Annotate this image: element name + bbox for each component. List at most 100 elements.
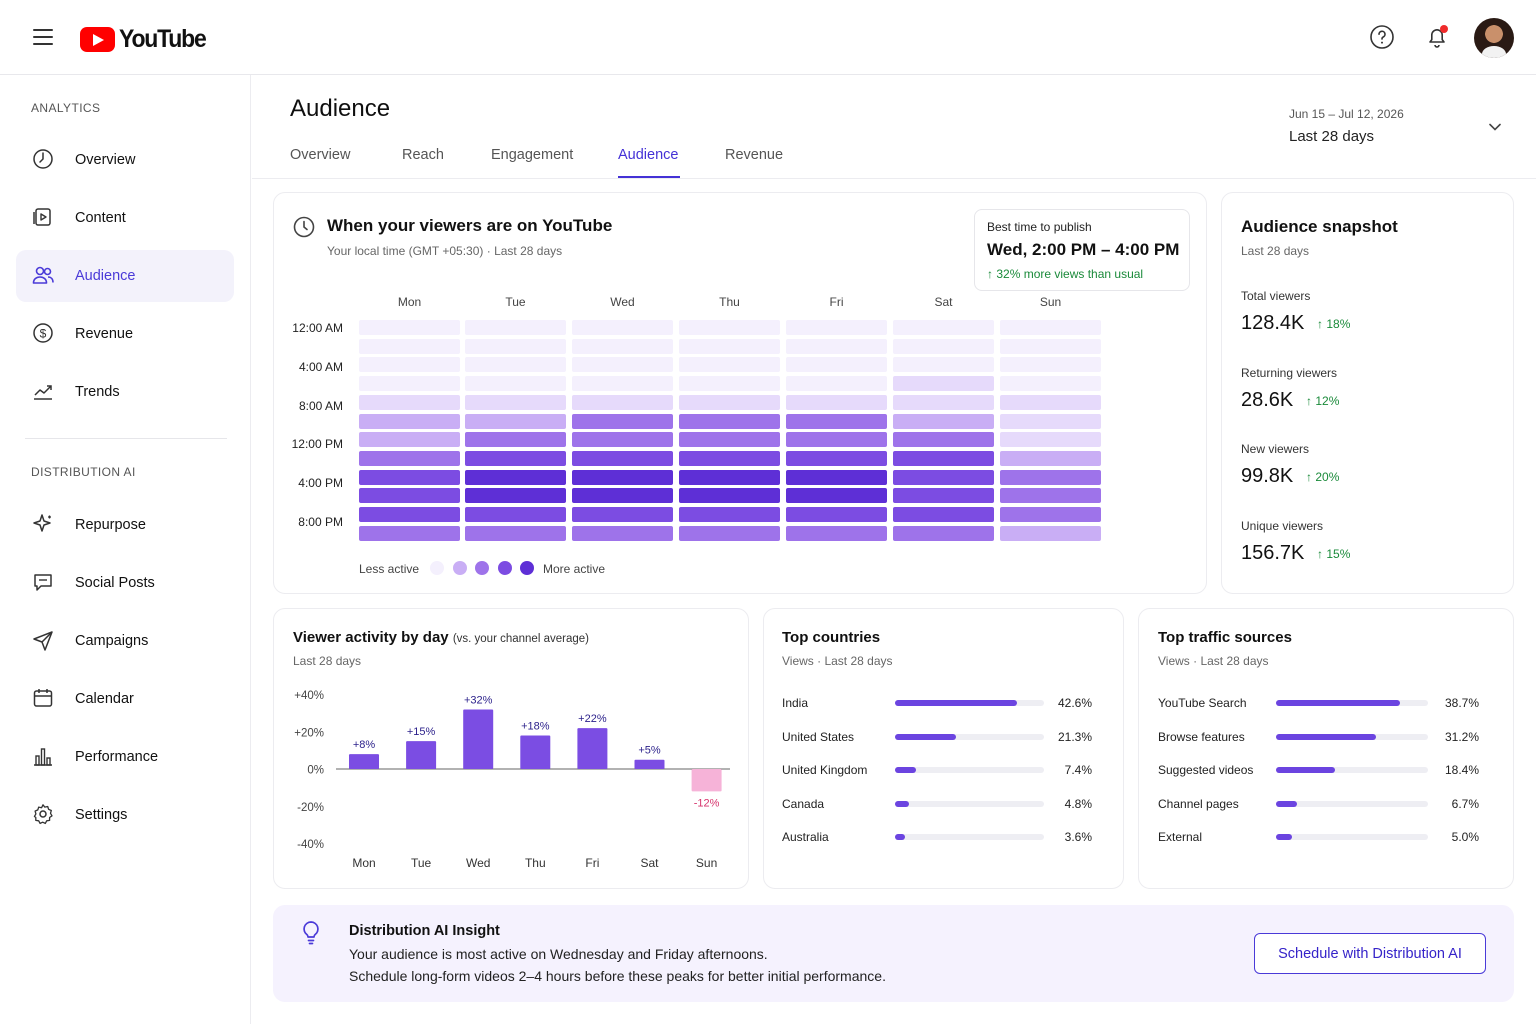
tab-overview[interactable]: Overview — [290, 147, 351, 163]
heatmap-cell[interactable] — [572, 394, 673, 410]
sidebar-item-social-posts[interactable]: Social Posts — [16, 557, 234, 609]
heatmap-cell[interactable] — [359, 394, 460, 410]
heatmap-cell[interactable] — [572, 320, 673, 335]
sidebar-item-revenue[interactable]: $ Revenue — [16, 308, 234, 360]
chevron-down-icon[interactable] — [1488, 120, 1502, 134]
heatmap-cell[interactable] — [359, 507, 460, 522]
sidebar-item-settings[interactable]: Settings — [16, 789, 234, 841]
heatmap-cell[interactable] — [1000, 507, 1101, 522]
date-range[interactable]: Jun 15 – Jul 12, 2026 — [1289, 107, 1404, 121]
heatmap-cell[interactable] — [679, 376, 780, 392]
tab-engagement[interactable]: Engagement — [491, 147, 574, 163]
heatmap-cell[interactable] — [359, 320, 460, 335]
heatmap-cell[interactable] — [679, 413, 780, 429]
heatmap-cell[interactable] — [786, 450, 887, 466]
heatmap-cell[interactable] — [465, 413, 566, 429]
heatmap-cell[interactable] — [1000, 432, 1101, 448]
sidebar-item-content[interactable]: Content — [16, 192, 234, 244]
heatmap-cell[interactable] — [786, 320, 887, 335]
heatmap-cell[interactable] — [359, 488, 460, 504]
heatmap-cell[interactable] — [1000, 450, 1101, 466]
heatmap-cell[interactable] — [572, 357, 673, 373]
schedule-button[interactable]: Schedule with Distribution AI — [1254, 933, 1486, 974]
heatmap-cell[interactable] — [679, 357, 780, 373]
heatmap-cell[interactable] — [465, 507, 566, 522]
heatmap-cell[interactable] — [893, 450, 994, 466]
heatmap-cell[interactable] — [359, 469, 460, 485]
heatmap-cell[interactable] — [359, 413, 460, 429]
heatmap-cell[interactable] — [893, 320, 994, 335]
heatmap-cell[interactable] — [679, 488, 780, 504]
sidebar-item-repurpose[interactable]: Repurpose — [16, 499, 234, 551]
heatmap-cell[interactable] — [359, 450, 460, 466]
heatmap-cell[interactable] — [572, 432, 673, 448]
heatmap-cell[interactable] — [893, 376, 994, 392]
heatmap-cell[interactable] — [679, 469, 780, 485]
heatmap-cell[interactable] — [572, 450, 673, 466]
heatmap-cell[interactable] — [893, 413, 994, 429]
heatmap-cell[interactable] — [359, 432, 460, 448]
sidebar-item-audience[interactable]: Audience — [16, 250, 234, 302]
heatmap-cell[interactable] — [786, 488, 887, 504]
heatmap-cell[interactable] — [1000, 525, 1101, 541]
heatmap-cell[interactable] — [679, 507, 780, 522]
heatmap-cell[interactable] — [893, 469, 994, 485]
heatmap-cell[interactable] — [1000, 338, 1101, 354]
date-preset[interactable]: Last 28 days — [1289, 128, 1375, 145]
heatmap-cell[interactable] — [786, 376, 887, 392]
heatmap-cell[interactable] — [893, 488, 994, 504]
sidebar-item-performance[interactable]: Performance — [16, 731, 234, 783]
heatmap-cell[interactable] — [465, 376, 566, 392]
heatmap-cell[interactable] — [465, 525, 566, 541]
youtube-logo[interactable]: YouTube — [80, 25, 213, 54]
heatmap-cell[interactable] — [359, 525, 460, 541]
heatmap-cell[interactable] — [572, 525, 673, 541]
heatmap-cell[interactable] — [1000, 413, 1101, 429]
tab-audience[interactable]: Audience — [618, 147, 679, 163]
heatmap-cell[interactable] — [465, 338, 566, 354]
heatmap-cell[interactable] — [465, 469, 566, 485]
heatmap-cell[interactable] — [572, 488, 673, 504]
heatmap-cell[interactable] — [1000, 394, 1101, 410]
heatmap-cell[interactable] — [465, 320, 566, 335]
heatmap-cell[interactable] — [1000, 376, 1101, 392]
sidebar-item-overview[interactable]: Overview — [16, 134, 234, 186]
heatmap-cell[interactable] — [893, 432, 994, 448]
heatmap-cell[interactable] — [572, 413, 673, 429]
heatmap-cell[interactable] — [465, 394, 566, 410]
heatmap-cell[interactable] — [786, 469, 887, 485]
heatmap-cell[interactable] — [786, 525, 887, 541]
heatmap-cell[interactable] — [679, 394, 780, 410]
heatmap-cell[interactable] — [786, 413, 887, 429]
tab-reach[interactable]: Reach — [402, 147, 444, 163]
heatmap-cell[interactable] — [786, 507, 887, 522]
heatmap-cell[interactable] — [786, 357, 887, 373]
heatmap-cell[interactable] — [786, 432, 887, 448]
tab-revenue[interactable]: Revenue — [725, 147, 784, 163]
heatmap-cell[interactable] — [1000, 320, 1101, 335]
heatmap-cell[interactable] — [786, 394, 887, 410]
heatmap-cell[interactable] — [679, 450, 780, 466]
avatar[interactable] — [1474, 18, 1514, 58]
menu-icon[interactable] — [33, 29, 53, 45]
heatmap-cell[interactable] — [465, 450, 566, 466]
sidebar-item-campaigns[interactable]: Campaigns — [16, 615, 234, 667]
heatmap-cell[interactable] — [786, 338, 887, 354]
heatmap-cell[interactable] — [893, 394, 994, 410]
heatmap-cell[interactable] — [893, 507, 994, 522]
heatmap-cell[interactable] — [1000, 469, 1101, 485]
heatmap-cell[interactable] — [893, 357, 994, 373]
heatmap-cell[interactable] — [679, 432, 780, 448]
heatmap-cell[interactable] — [893, 338, 994, 354]
heatmap-cell[interactable] — [679, 525, 780, 541]
heatmap-cell[interactable] — [359, 376, 460, 392]
sidebar-item-calendar[interactable]: Calendar — [16, 673, 234, 725]
heatmap-cell[interactable] — [679, 320, 780, 335]
heatmap-cell[interactable] — [893, 525, 994, 541]
heatmap-cell[interactable] — [465, 488, 566, 504]
sidebar-item-trends[interactable]: Trends — [16, 366, 234, 418]
heatmap-cell[interactable] — [465, 357, 566, 373]
heatmap-cell[interactable] — [572, 376, 673, 392]
heatmap-cell[interactable] — [679, 338, 780, 354]
heatmap-cell[interactable] — [572, 469, 673, 485]
